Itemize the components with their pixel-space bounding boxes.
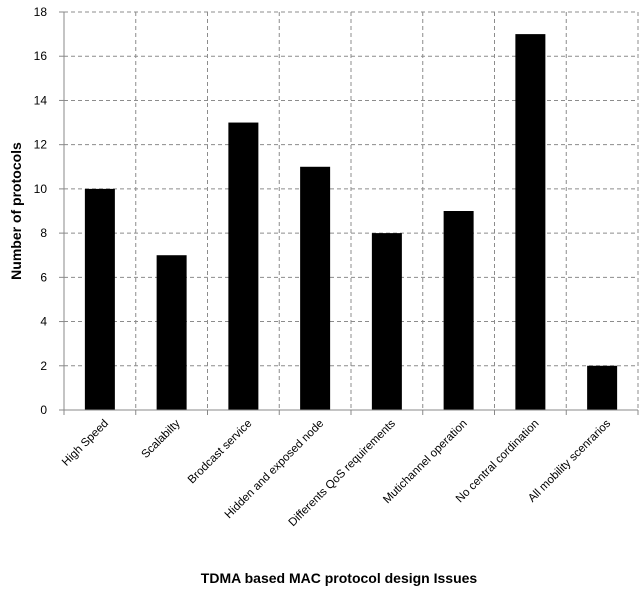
y-tick-label: 14 xyxy=(34,93,48,107)
bar-6 xyxy=(443,211,474,410)
bar-8 xyxy=(587,365,618,410)
axes-layer xyxy=(59,11,639,415)
bar-1 xyxy=(84,188,115,410)
y-tick-label: 4 xyxy=(40,315,47,329)
y-tick-labels: 0 2 4 6 8 10 12 14 16 18 xyxy=(34,5,48,417)
y-axis-title: Number of protocols xyxy=(8,142,24,280)
bar-5 xyxy=(371,233,402,410)
x-tick-label: Brodcast service xyxy=(186,418,255,487)
bar-4 xyxy=(300,166,331,410)
grid-layer xyxy=(64,11,639,410)
y-tick-label: 18 xyxy=(34,5,48,19)
x-tick-label: No central cordination xyxy=(454,418,542,506)
bar-7 xyxy=(515,34,546,410)
x-axis-title: TDMA based MAC protocol design Issues xyxy=(201,570,478,586)
x-tick-label: All mobility scenrarios xyxy=(526,417,613,504)
y-tick-label: 0 xyxy=(40,403,47,417)
bars-layer xyxy=(84,34,618,411)
bar-3 xyxy=(228,122,259,411)
y-tick-label: 6 xyxy=(40,270,47,284)
y-tick-label: 16 xyxy=(34,49,48,63)
x-tick-label: Scalabilty xyxy=(139,417,182,460)
y-tick-label: 2 xyxy=(40,359,47,373)
y-tick-label: 8 xyxy=(40,226,47,240)
bar-2 xyxy=(156,255,187,410)
x-tick-labels: High Speed Scalabilty Brodcast serviceHidd… xyxy=(60,417,613,529)
y-tick-label: 10 xyxy=(34,182,48,196)
x-tick-label: High Speed xyxy=(60,418,111,469)
y-tick-label: 12 xyxy=(34,138,48,152)
